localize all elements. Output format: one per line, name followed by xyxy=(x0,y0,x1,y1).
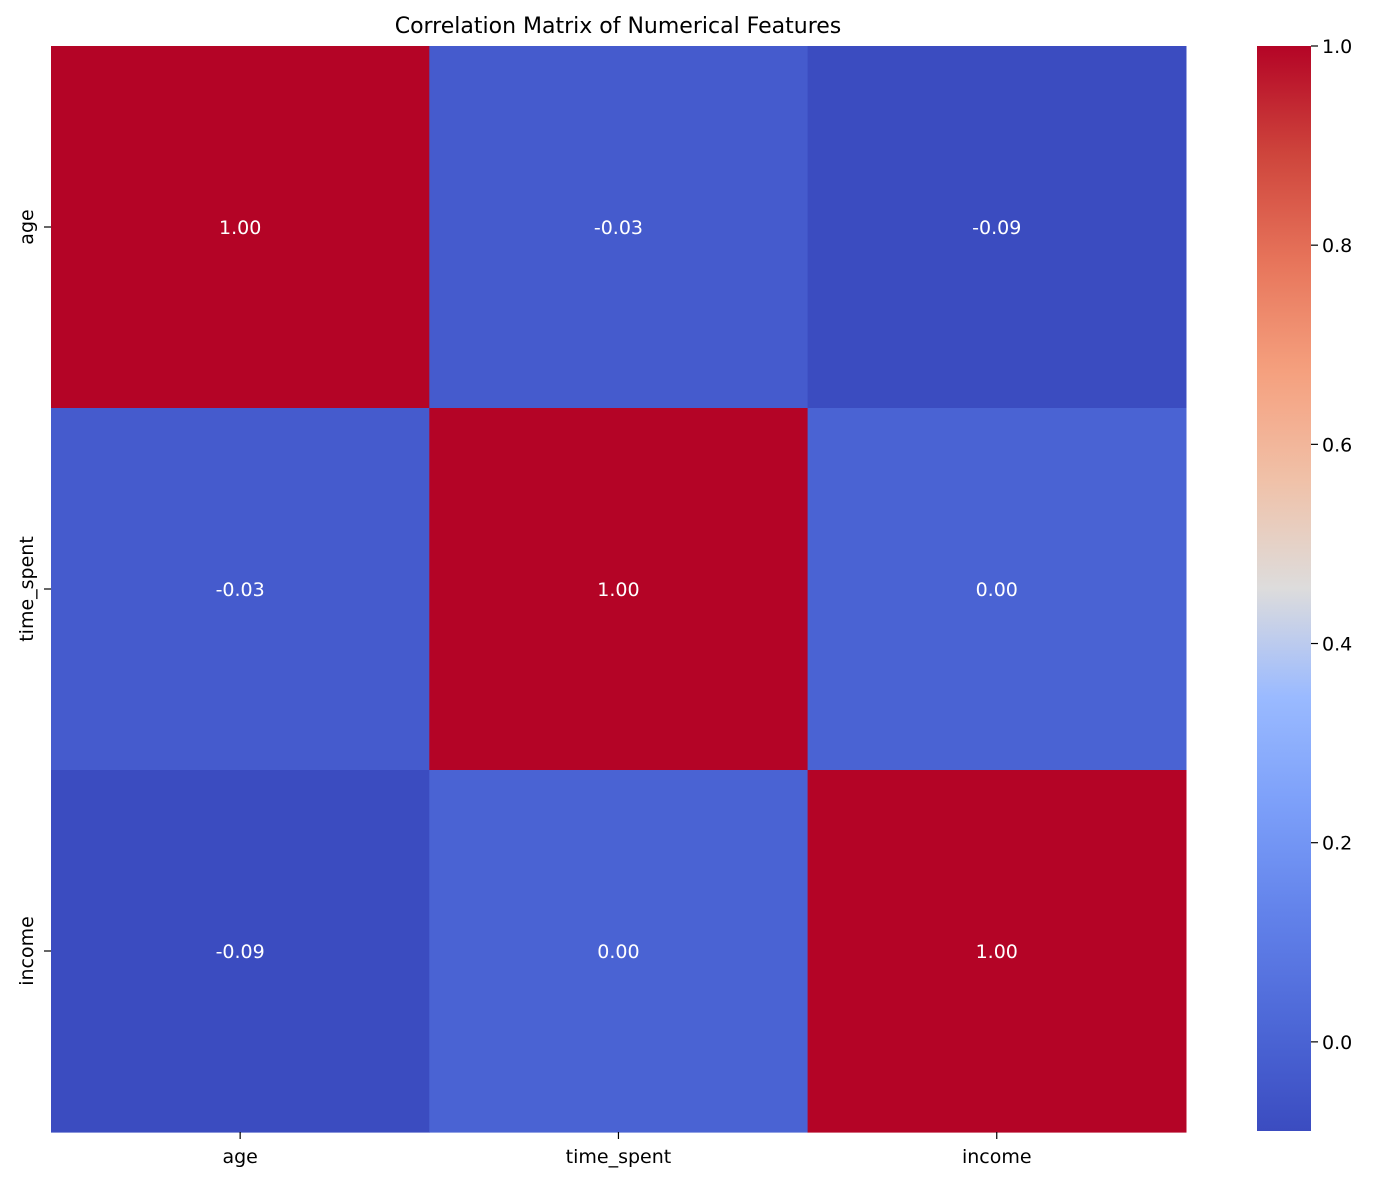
heatmap-cell-label: 1.00 xyxy=(597,579,639,601)
colorbar-tick-label: 0.2 xyxy=(1322,833,1352,855)
heatmap-cell-label: 1.00 xyxy=(976,941,1018,963)
y-tick-label: age xyxy=(16,209,38,244)
colorbar-tick-label: 1.0 xyxy=(1322,36,1352,58)
x-axis: age time_spent income xyxy=(222,1132,1032,1168)
heatmap-cell-label: -0.03 xyxy=(216,579,265,601)
colorbar-tick-label: 0.6 xyxy=(1322,434,1352,456)
heatmap-cell xyxy=(51,770,430,1133)
heatmap-cell xyxy=(429,46,809,409)
heatmap-cell xyxy=(51,408,430,771)
heatmap-cell xyxy=(429,408,809,771)
y-tick-label: time_spent xyxy=(16,536,38,642)
colorbar-tick-label: 0.4 xyxy=(1322,634,1352,656)
heatmap-cell-label: -0.09 xyxy=(216,941,265,963)
heatmap-cell xyxy=(807,770,1187,1133)
heatmap-cell xyxy=(51,46,430,409)
colorbar: 0.0 0.2 0.4 0.6 0.8 1.0 xyxy=(1257,36,1352,1131)
heatmap-cell xyxy=(807,408,1187,771)
heatmap-cell-label: 0.00 xyxy=(976,579,1018,601)
heatmap-cell-label: 1.00 xyxy=(219,217,261,239)
colorbar-tick-label: 0.8 xyxy=(1322,235,1352,257)
x-tick-label: age xyxy=(222,1146,257,1168)
heatmap-cell xyxy=(807,46,1187,409)
heatmap-cell-label: -0.03 xyxy=(594,217,643,239)
colorbar-tick-label: 0.0 xyxy=(1322,1032,1352,1054)
chart-title: Correlation Matrix of Numerical Features xyxy=(395,14,842,39)
y-tick-label: income xyxy=(16,916,38,986)
heatmap-cell xyxy=(429,770,809,1133)
x-tick-label: time_spent xyxy=(566,1146,672,1168)
heatmap-cells xyxy=(51,46,1187,1133)
heatmap-cell-label: 0.00 xyxy=(597,941,639,963)
x-tick-label: income xyxy=(962,1146,1032,1168)
colorbar-gradient xyxy=(1257,46,1311,1131)
heatmap-cell-labels: 1.00 -0.03 -0.09 -0.03 1.00 0.00 -0.09 0.00 1.00 xyxy=(216,217,1022,963)
heatmap-cell-label: -0.09 xyxy=(972,217,1021,239)
